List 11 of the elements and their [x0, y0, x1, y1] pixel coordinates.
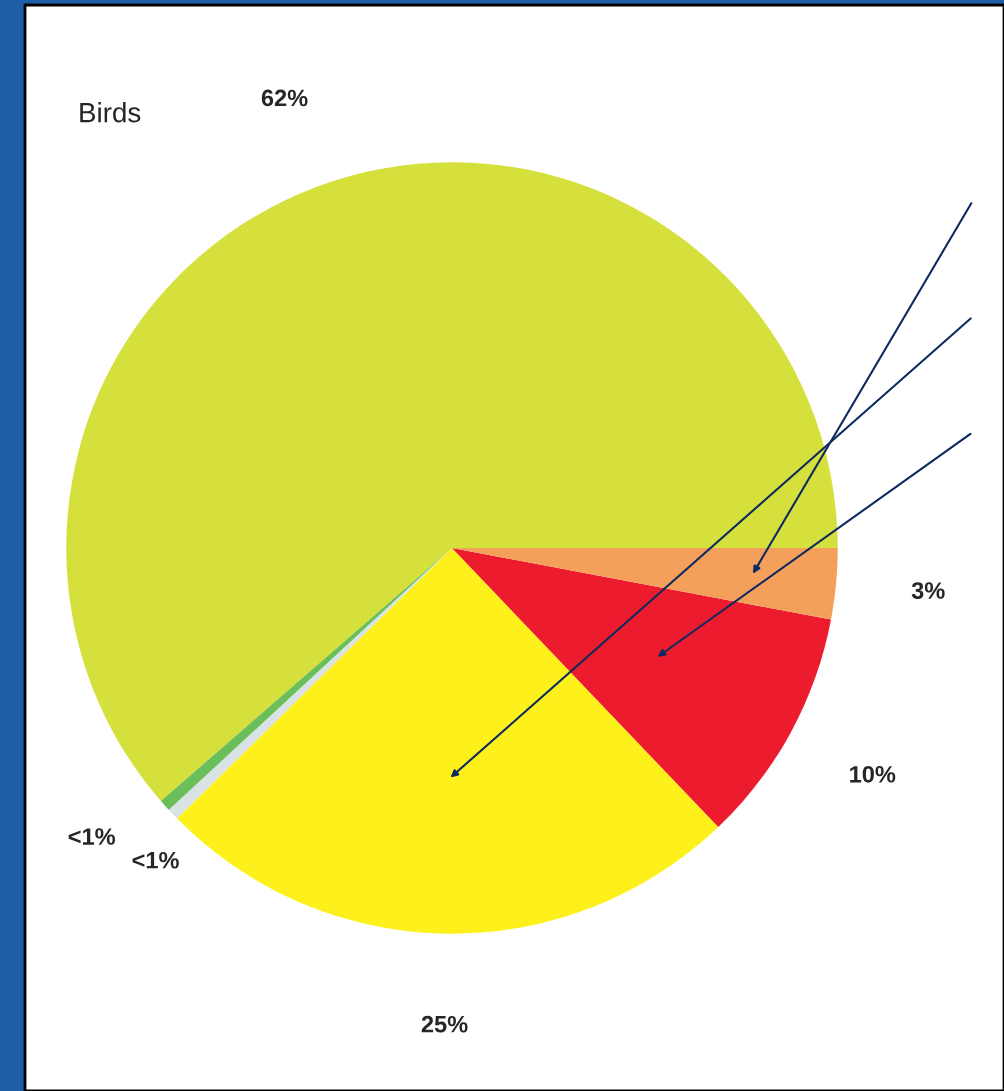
- data-label: 25%: [421, 1015, 468, 1033]
- data-label: 3%: [911, 582, 945, 599]
- pie-slice: [452, 548, 832, 828]
- data-label: 62%: [261, 89, 308, 107]
- pie-slice: [452, 548, 838, 620]
- data-label: <1%: [132, 851, 179, 869]
- chart-title: Birds: [80, 102, 141, 123]
- data-label: 10%: [850, 765, 896, 783]
- data-label: <1%: [68, 828, 116, 845]
- pie-slice: [66, 162, 838, 801]
- pie-slice: [177, 548, 719, 934]
